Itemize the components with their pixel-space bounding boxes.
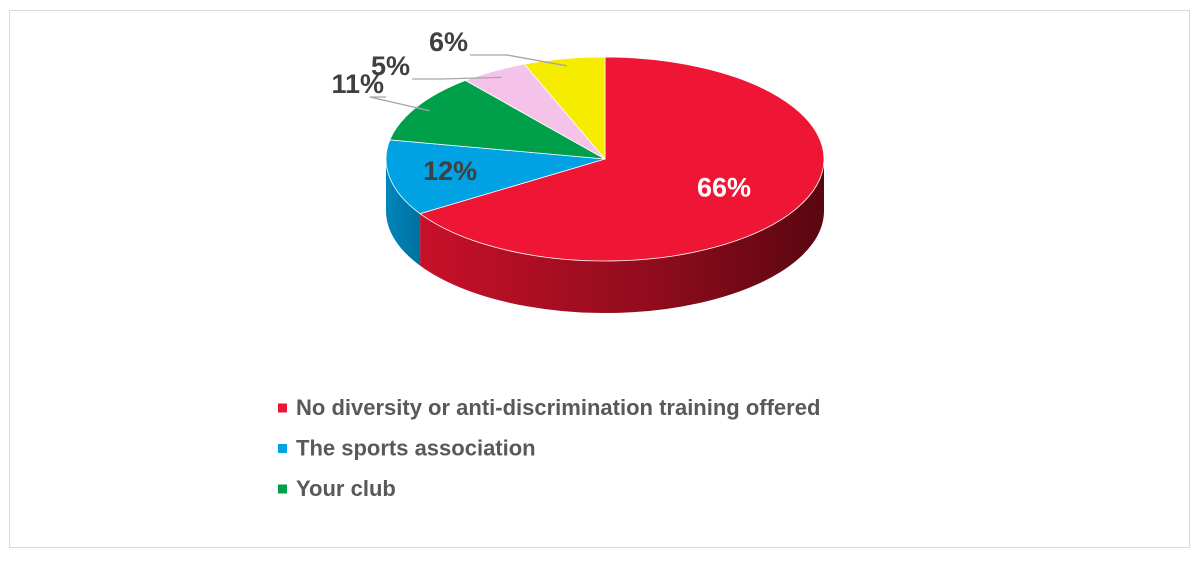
data-label: 11% [331, 69, 384, 99]
legend-swatch [278, 403, 287, 413]
slice [385, 139, 606, 215]
slice [419, 56, 825, 262]
data-label: 5% [371, 51, 410, 81]
legend-label: The sports association [296, 435, 536, 460]
data-label: 6% [429, 27, 468, 57]
slice [523, 56, 606, 161]
leader-line [369, 96, 430, 112]
legend-label: No diversity or anti-discrimination trai… [296, 395, 820, 420]
slice-side [386, 159, 421, 266]
data-label: 66% [697, 173, 751, 203]
leader-line [412, 76, 502, 80]
legend-label: Your club [296, 476, 396, 501]
legend-swatch [278, 444, 287, 453]
data-label: 12% [423, 156, 477, 186]
legend-swatch [278, 484, 287, 494]
slice-side [420, 159, 824, 313]
leader-line [470, 54, 567, 67]
